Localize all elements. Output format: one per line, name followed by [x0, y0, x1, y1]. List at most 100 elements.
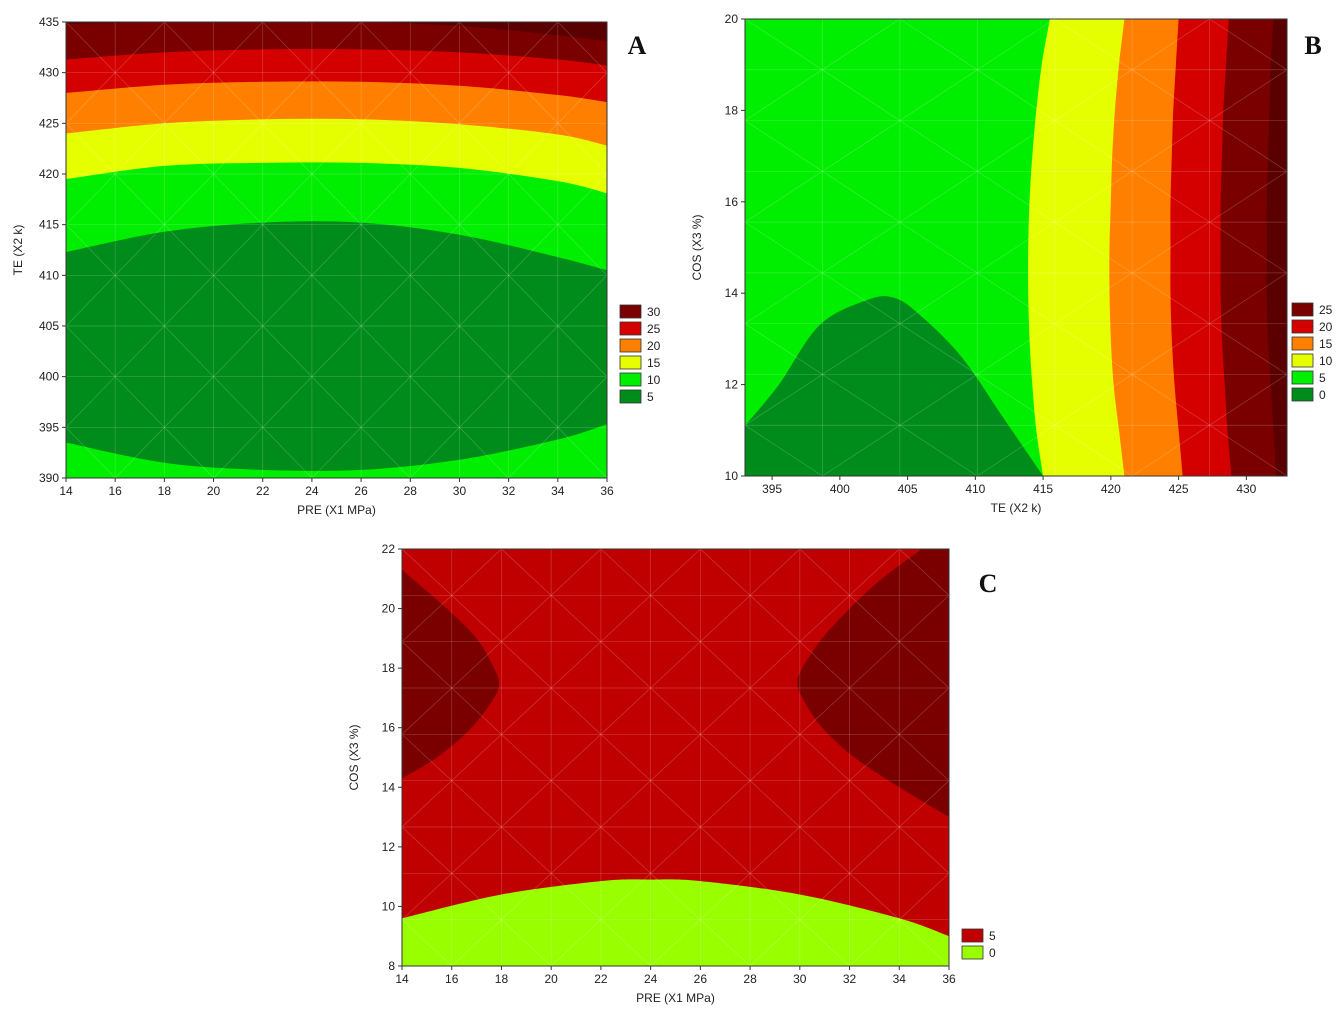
- contour-band: [66, 22, 607, 66]
- y-axis-label: COS (X3 %): [347, 724, 361, 790]
- plot-area: [402, 549, 949, 966]
- mesh-line: [360, 325, 411, 377]
- mesh-line: [557, 72, 607, 124]
- mesh-line: [508, 427, 559, 478]
- plot-frame: [65, 21, 608, 479]
- mesh-line: [899, 687, 949, 735]
- mesh-line: [508, 72, 559, 124]
- mesh-line: [822, 69, 901, 121]
- mesh-line: [451, 549, 502, 596]
- legend-label: 25: [1319, 303, 1333, 317]
- x-tick-label: 24: [644, 972, 658, 986]
- mesh-line: [1131, 323, 1210, 375]
- mesh-line: [799, 595, 850, 642]
- mesh-line: [360, 173, 411, 225]
- x-tick-label: 28: [743, 972, 757, 986]
- mesh-line: [114, 72, 165, 124]
- legend-label: 30: [647, 305, 661, 319]
- mesh-line: [745, 221, 823, 274]
- mesh-line: [114, 275, 165, 327]
- y-tick-label: 16: [725, 195, 739, 209]
- mesh-line: [501, 780, 552, 828]
- panel-label: C: [979, 569, 998, 598]
- mesh-line: [1131, 69, 1210, 121]
- mesh-line: [650, 919, 701, 966]
- chart-panel-c: 14 16 18 20 22 24 26 28 30 32 34 36 8 10 12 14 16 18 20 22 P…: [347, 542, 997, 1005]
- mesh-line: [311, 427, 362, 478]
- mesh-line: [164, 427, 214, 478]
- legend-label: 5: [989, 929, 996, 943]
- mesh-line: [1054, 221, 1133, 274]
- y-tick-label: 435: [39, 15, 59, 29]
- mesh-line: [550, 641, 602, 689]
- mesh-line: [650, 780, 701, 828]
- mesh-line: [164, 173, 214, 225]
- mesh-line: [899, 221, 978, 274]
- mesh-line: [1209, 272, 1287, 324]
- mesh-line: [410, 224, 460, 276]
- y-axis-label: COS (X3 %): [690, 214, 704, 280]
- legend-label: 20: [647, 339, 661, 353]
- mesh-line: [600, 734, 651, 781]
- mesh-line: [550, 780, 602, 828]
- mesh-line: [977, 221, 1055, 274]
- x-tick-label: 425: [1169, 482, 1189, 496]
- mesh-line: [451, 873, 502, 920]
- mesh-line: [1054, 120, 1133, 172]
- mesh-line: [799, 549, 850, 596]
- mesh-line: [311, 72, 362, 124]
- legend-label: 25: [647, 322, 661, 336]
- panel-label: B: [1304, 31, 1321, 60]
- legend: 25 20 15 10 5 0: [1291, 302, 1333, 402]
- mesh-line: [849, 780, 900, 828]
- mesh-line: [799, 687, 850, 735]
- x-tick-label: 34: [551, 484, 565, 498]
- mesh-line: [262, 427, 313, 478]
- legend-label: 20: [1319, 320, 1333, 334]
- mesh-line: [451, 641, 502, 689]
- mesh-line: [899, 374, 978, 426]
- mesh-line: [402, 595, 452, 642]
- mesh-line: [749, 595, 801, 642]
- y-tick-label: 18: [382, 661, 396, 675]
- mesh-line: [600, 549, 651, 596]
- mesh-line: [410, 275, 460, 327]
- mesh-line: [451, 687, 502, 735]
- mesh-lines: [402, 549, 949, 966]
- mesh-line: [745, 69, 823, 121]
- mesh-line: [508, 325, 559, 377]
- y-tick-label: 390: [39, 471, 59, 485]
- mesh-line: [745, 323, 823, 375]
- mesh-line: [402, 687, 452, 735]
- mesh-line: [360, 22, 411, 73]
- x-tick-label: 34: [893, 972, 907, 986]
- y-tick-label: 20: [725, 12, 739, 26]
- mesh-line: [700, 687, 751, 735]
- mesh-line: [700, 780, 751, 828]
- mesh-line: [700, 595, 751, 642]
- mesh-line: [459, 376, 509, 428]
- mesh-line: [849, 734, 900, 781]
- mesh-lines: [745, 19, 1287, 476]
- mesh-line: [749, 549, 801, 596]
- contour-band: [66, 221, 607, 471]
- mesh-lines: [66, 22, 607, 478]
- mesh-line: [600, 873, 651, 920]
- mesh-line: [1131, 171, 1210, 223]
- mesh-line: [899, 120, 978, 172]
- mesh-line: [360, 123, 411, 175]
- mesh-line: [1054, 374, 1133, 426]
- chart-panel-a: 14 16 18 20 22 24 26 28 30 32 34 36 390 395 400 405 410 4…: [11, 15, 661, 517]
- legend-swatch: [1291, 302, 1314, 317]
- legend-label: 10: [647, 373, 661, 387]
- mesh-line: [557, 224, 607, 276]
- mesh-line: [700, 826, 751, 874]
- mesh-line: [600, 826, 651, 874]
- y-tick-label: 16: [382, 721, 396, 735]
- mesh-line: [700, 641, 751, 689]
- mesh-line: [749, 687, 801, 735]
- mesh-line: [899, 919, 949, 966]
- x-tick-label: 16: [109, 484, 123, 498]
- mesh-line: [311, 224, 362, 276]
- legend-swatch: [619, 355, 642, 370]
